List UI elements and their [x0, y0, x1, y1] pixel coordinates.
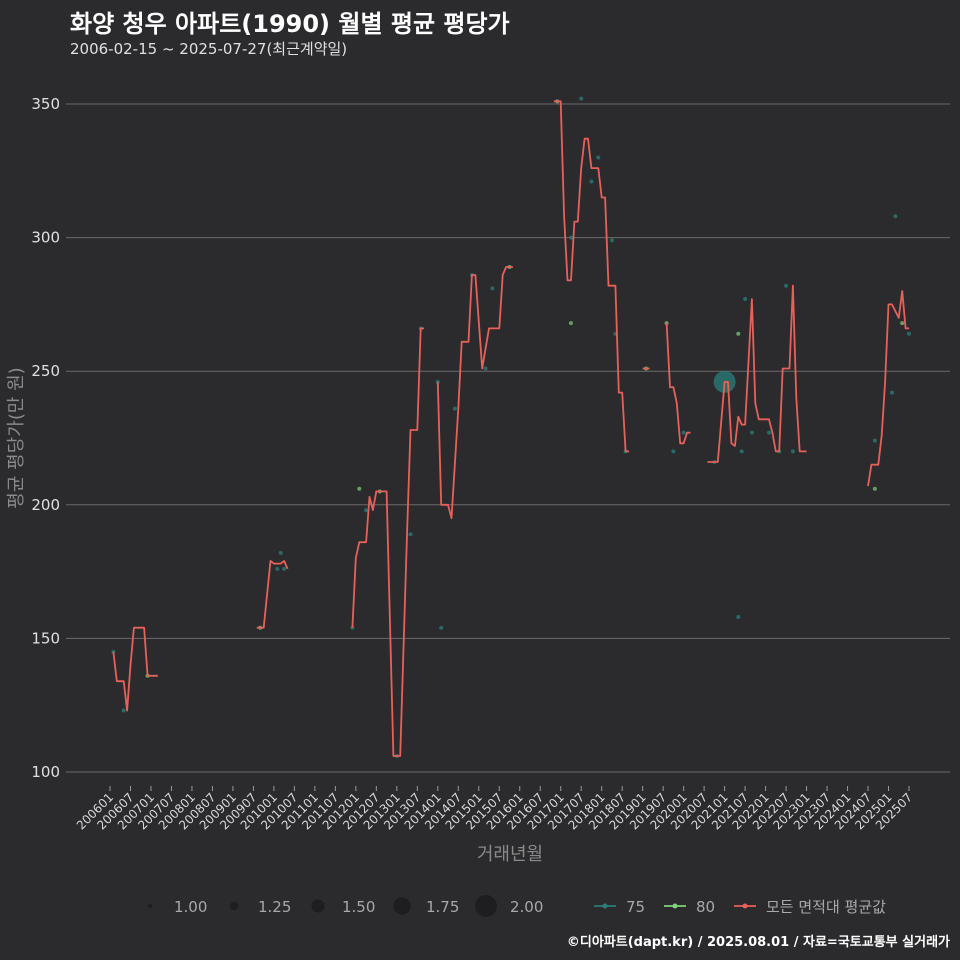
- data-point-75: [743, 297, 748, 302]
- data-point-75: [893, 214, 898, 219]
- data-point-75: [889, 390, 894, 395]
- credit-text: ©디아파트(dapt.kr) / 2025.08.01 / 자료=국토교통부 실…: [566, 935, 950, 950]
- series-line-segment: [112, 626, 158, 712]
- data-point-75: [490, 286, 495, 291]
- series-75-points: [111, 96, 911, 758]
- data-point-75: [278, 550, 283, 555]
- data-point-75: [435, 379, 440, 384]
- data-point-75: [749, 430, 754, 435]
- legend-series-label: 75: [626, 898, 645, 916]
- legend-size-label: 1.75: [426, 898, 459, 916]
- data-point-75: [589, 179, 594, 184]
- y-tick-label: 250: [31, 362, 60, 380]
- data-point-80: [872, 486, 877, 491]
- y-tick-label: 100: [31, 763, 60, 781]
- data-point-75: [408, 532, 413, 537]
- y-tick-label: 300: [31, 229, 60, 247]
- series-all-line: [112, 100, 909, 757]
- data-point-75: [568, 235, 573, 240]
- data-point-75: [907, 331, 911, 336]
- data-point-75: [439, 625, 444, 630]
- y-tick-label: 200: [31, 496, 60, 514]
- legend: 1.00 1.25 1.50 1.75 2.00 75 80 모든 면적대 평균값: [148, 895, 886, 917]
- series-line-segment: [351, 327, 425, 757]
- data-point-75: [609, 238, 614, 243]
- data-point-75: [872, 438, 877, 443]
- legend-series-label: 모든 면적대 평균값: [766, 898, 886, 916]
- y-tick-label: 350: [31, 95, 60, 113]
- series-line-segment: [256, 560, 289, 629]
- legend-size-label: 1.50: [342, 898, 375, 916]
- data-point-75: [275, 566, 280, 571]
- data-point-75: [736, 615, 741, 620]
- data-point-75: [767, 430, 772, 435]
- series-line-segment: [436, 266, 513, 520]
- data-point-75: [364, 508, 369, 513]
- data-point-75: [681, 430, 686, 435]
- legend-size-label: 1.25: [258, 898, 291, 916]
- data-point-75: [121, 708, 126, 713]
- data-point-75: [483, 366, 488, 371]
- data-point-75: [350, 625, 355, 630]
- y-axis-title: 평균 평당가(만 원): [6, 367, 27, 508]
- legend-size-label: 2.00: [510, 898, 543, 916]
- legend-series-dot: [742, 903, 748, 909]
- legend-size-key: [311, 899, 325, 913]
- y-tick-label: 150: [31, 629, 60, 647]
- x-axis-title: 거래년월: [477, 844, 543, 865]
- grid-lines: [66, 103, 950, 773]
- data-point-80: [568, 321, 573, 326]
- data-point-75: [282, 566, 287, 571]
- data-point-80: [900, 321, 905, 326]
- legend-size-label: 1.00: [174, 898, 207, 916]
- data-point-75: [596, 155, 601, 160]
- series-line-segment: [867, 290, 909, 487]
- data-point-75: [790, 449, 795, 454]
- data-point-75: [579, 96, 584, 101]
- data-point-75: [452, 406, 457, 411]
- legend-series-dot: [672, 903, 678, 909]
- chart-title: 화양 청우 아파트(1990) 월별 평균 평당가: [70, 10, 510, 38]
- legend-size-key: [148, 904, 152, 908]
- data-point-75: [739, 449, 744, 454]
- data-point-80: [736, 331, 741, 336]
- x-axis-ticks: 2006012006072007012007072008012008072009…: [74, 786, 915, 833]
- legend-size-key: [393, 897, 411, 915]
- series-line-segment: [665, 323, 691, 445]
- y-axis-ticks: 100 150 200 250 300 350: [31, 95, 60, 781]
- data-point-80: [357, 486, 362, 491]
- series-line-segment: [707, 284, 807, 463]
- legend-series-label: 80: [696, 898, 715, 916]
- legend-size-key: [229, 901, 239, 911]
- data-point-75: [671, 449, 676, 454]
- series-line-segment: [553, 100, 629, 453]
- data-point-75: [784, 283, 789, 288]
- legend-series-dot: [602, 903, 608, 909]
- legend-size-key: [475, 895, 497, 917]
- series-80-points: [145, 99, 905, 678]
- chart-subtitle: 2006-02-15 ~ 2025-07-27(최근계약일): [70, 40, 348, 58]
